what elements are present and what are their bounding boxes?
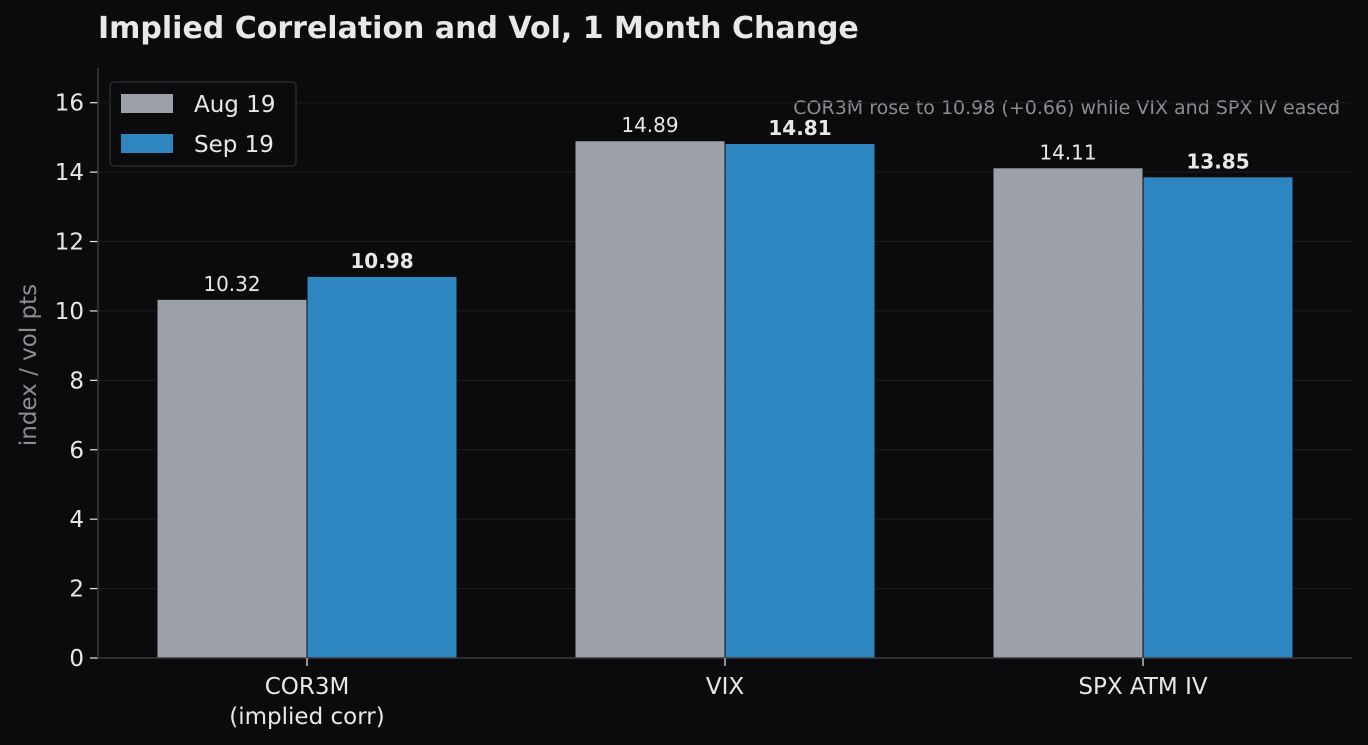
legend-entry: Sep 19 [194,132,274,158]
y-tick-label: 12 [55,230,84,256]
x-tick-label: COR3M [265,674,350,700]
legend-swatch [121,94,173,113]
x-tick-label: VIX [706,674,745,700]
bar [1143,177,1293,658]
x-tick-label: (implied corr) [229,704,384,730]
bar-data-label: 14.89 [621,113,678,137]
bar-data-label: 13.85 [1186,149,1249,173]
y-tick-label: 14 [55,160,84,186]
bar [157,299,307,658]
bar-data-label: 10.32 [203,272,260,296]
bars: 10.32 10.98 14.89 14.81 14.11 13.85 [157,113,1293,659]
y-tick-label: 10 [55,299,84,325]
y-tick-label: 4 [69,507,84,533]
y-tick-label: 6 [69,438,84,464]
bar [993,168,1143,659]
chart-title: Implied Correlation and Vol, 1 Month Cha… [98,11,859,46]
axes: 0 2 4 6 8 10 12 14 16 COR3M (implied corr) VIX SPX A… [55,68,1352,730]
legend-swatch [121,134,173,153]
legend: Aug 19 Sep 19 [109,81,297,167]
y-tick-label: 0 [69,646,84,672]
x-tick-label: SPX ATM IV [1078,674,1207,700]
y-tick-label: 8 [69,368,84,394]
y-tick-label: 2 [69,577,84,603]
legend-entry: Aug 19 [194,92,276,118]
bar [725,144,875,659]
bar-data-label: 14.81 [768,116,831,140]
bar-data-label: 14.11 [1039,140,1096,164]
chart-annotation: COR3M rose to 10.98 (+0.66) while VIX an… [793,97,1340,119]
y-axis-label: index / vol pts [16,284,42,446]
y-tick-label: 16 [55,91,84,117]
bar-data-label: 10.98 [350,249,413,273]
grid-lines [98,102,1352,590]
bar [307,276,457,658]
bar [575,141,725,658]
